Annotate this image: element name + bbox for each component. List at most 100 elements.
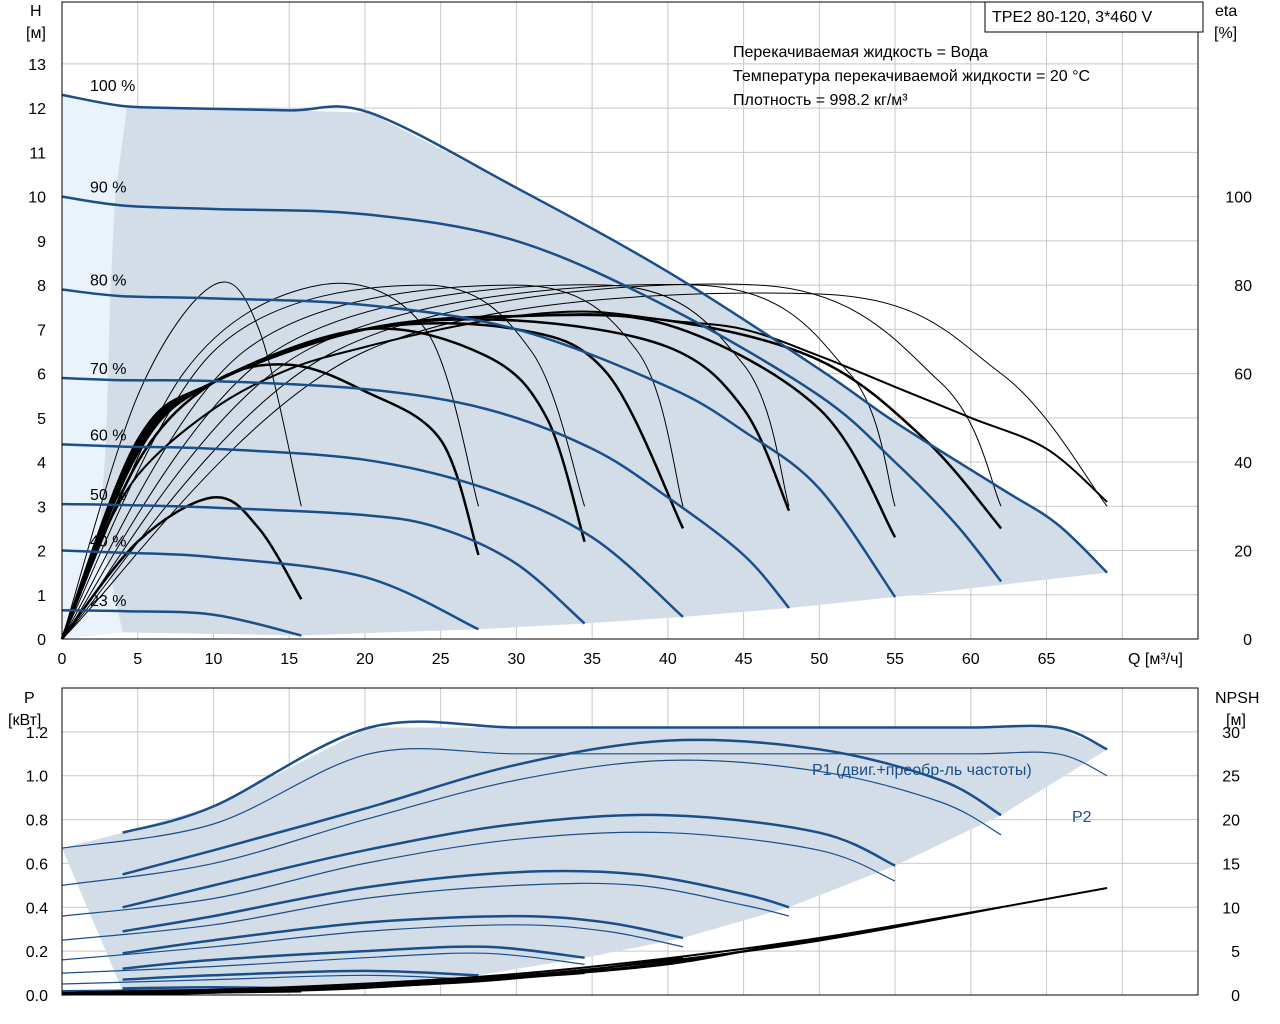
head-curve (61, 502, 586, 625)
npsh-axis-label-line2: [м] (1226, 712, 1246, 729)
head-chart-frame (61, 1, 1199, 640)
speed-label: 70 % (90, 361, 126, 378)
y-tick-label: 0 (37, 632, 46, 649)
x-axis-label: Q [м³/ч] (1128, 651, 1183, 668)
eta-curve (61, 496, 303, 640)
head-curve (61, 93, 1108, 574)
power-chart: 0.0 0.2 0.4 0.6 0.8 1.0 1.2 0 5 10 15 20 25 30 P [кВ… (8, 687, 1259, 1005)
y-tick-label: 4 (37, 455, 46, 472)
npsh-tick-label: 15 (1222, 856, 1240, 873)
head-chart: 0 5 10 15 20 25 30 35 40 45 50 55 60 65 0123456789101… (26, 1, 1252, 668)
head-curves (61, 93, 1108, 637)
x-tick-label: 5 (133, 651, 142, 668)
speed-label: 40 % (90, 534, 126, 551)
info-line-2: Температура перекачиваемой жидкости = 20… (733, 68, 1090, 85)
x-tick-label: 15 (280, 651, 298, 668)
x-tick-labels: 0 5 10 15 20 25 30 35 40 45 50 55 60 65 (58, 651, 1056, 668)
npsh-tick-label: 30 (1222, 725, 1240, 742)
y-tick-label: 3 (37, 499, 46, 516)
x-tick-label: 55 (886, 651, 904, 668)
p2-curve (61, 924, 684, 961)
x-tick-label: 10 (205, 651, 223, 668)
speed-label: 90 % (90, 180, 126, 197)
speed-label: 100 % (90, 78, 135, 95)
p2-label: P2 (1072, 809, 1092, 826)
y-tick-label: 6 (37, 367, 46, 384)
title-box-text: TPE2 80-120, 3*460 V (992, 9, 1152, 26)
p-tick-label: 0.2 (26, 944, 48, 961)
x-tick-label: 25 (432, 651, 450, 668)
y-tick-label: 12 (28, 101, 46, 118)
npsh-tick-label: 0 (1231, 988, 1240, 1005)
x-tick-label: 30 (508, 651, 526, 668)
y-tick-label: 2 (37, 544, 46, 561)
y-right-label-line2: [%] (1214, 25, 1237, 42)
info-line-1: Перекачиваемая жидкость = Вода (733, 44, 988, 61)
npsh-tick-labels: 0 5 10 15 20 25 30 (1222, 725, 1240, 1005)
p2-curve (61, 952, 585, 974)
x-tick-label: 65 (1038, 651, 1056, 668)
p1-curve (122, 813, 896, 909)
head-curve (61, 443, 684, 618)
y-right-tick-labels: 0 20 40 60 80 100 (1225, 190, 1252, 649)
p-tick-label: 1.2 (26, 725, 48, 742)
eta-max-curve (61, 310, 1108, 640)
p1-curves (122, 720, 1108, 990)
speed-label: 23 % (90, 593, 126, 610)
npsh-curves (61, 887, 1108, 996)
p1-curve (122, 914, 684, 955)
y-right-label-line1: eta (1215, 3, 1237, 20)
y-tick-label: 13 (28, 57, 46, 74)
eta-tick-label: 0 (1243, 632, 1252, 649)
y-left-label-line1: H (30, 3, 42, 20)
p2-curve (61, 759, 1002, 886)
p2-curve (61, 974, 479, 985)
speed-label: 50 % (90, 487, 126, 504)
title-box (984, 1, 1204, 33)
y-left-label-line2: [м] (26, 25, 46, 42)
head-curve (61, 288, 897, 598)
eta-outline-curve (61, 281, 302, 640)
x-tick-label: 40 (659, 651, 677, 668)
speed-label: 60 % (90, 427, 126, 444)
eta-tick-label: 60 (1234, 367, 1252, 384)
eta-tick-label: 40 (1234, 455, 1252, 472)
head-curve (61, 549, 480, 631)
p2-max-curve (61, 748, 1108, 849)
y-tick-label: 9 (37, 234, 46, 251)
eta-outline-curves (61, 281, 1108, 640)
npsh-axis-label-line1: NPSH (1215, 690, 1259, 707)
p1-curve (122, 869, 790, 933)
x-tick-label: 45 (735, 651, 753, 668)
power-chart-frame (61, 687, 1199, 996)
low-flow-region (62, 94, 128, 640)
power-region (62, 727, 1108, 991)
npsh-tick-label: 25 (1222, 769, 1240, 786)
y-tick-label: 8 (37, 278, 46, 295)
y-tick-label: 1 (37, 588, 46, 605)
eta-outline-curve (61, 283, 1002, 640)
x-tick-label: 50 (810, 651, 828, 668)
head-curve (61, 376, 790, 609)
npsh-tick-label: 10 (1222, 900, 1240, 917)
x-tick-label: 60 (962, 651, 980, 668)
eta-outline-curve (61, 284, 684, 640)
p-tick-label: 0.4 (26, 900, 48, 917)
y-tick-label: 7 (37, 322, 46, 339)
eta-outline-curve (61, 283, 896, 640)
p1-curve (122, 945, 585, 970)
npsh-curve (61, 990, 302, 996)
speed-labels: 100 % 90 % 80 % 70 % 60 % 50 % 40 % 23 % (90, 78, 135, 610)
x-tick-label: 20 (356, 651, 374, 668)
eta-tick-label: 100 (1225, 190, 1252, 207)
eta-tick-label: 20 (1234, 544, 1252, 561)
eta-curves (60, 310, 1108, 640)
npsh-tick-label: 20 (1222, 813, 1240, 830)
p2-curve (61, 882, 790, 941)
p-tick-labels: 0.0 0.2 0.4 0.6 0.8 1.0 1.2 (26, 725, 48, 1005)
p-tick-label: 0.0 (26, 988, 48, 1005)
eta-outline-curve (61, 292, 1108, 640)
p1-curve (122, 738, 1002, 876)
y-tick-label: 11 (29, 145, 46, 162)
